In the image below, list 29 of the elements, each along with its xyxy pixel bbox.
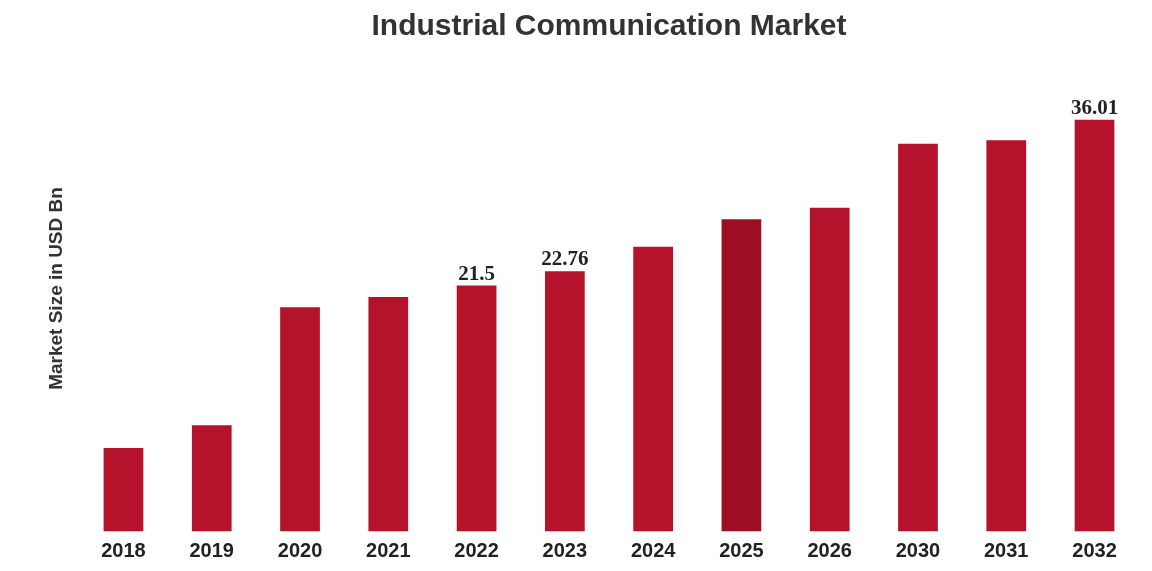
- bar: [633, 246, 673, 532]
- x-tick-label: 2030: [895, 538, 941, 561]
- x-tick-label: 2026: [807, 538, 852, 561]
- chart-title: Industrial Communication Market: [371, 7, 847, 41]
- x-tick-label: 2022: [454, 538, 499, 561]
- bar: [809, 207, 850, 532]
- bar: [986, 140, 1027, 532]
- bar: [368, 297, 409, 532]
- bar: [456, 285, 497, 532]
- bar: [191, 425, 232, 532]
- x-tick-label: 2025: [719, 538, 764, 561]
- bar: [1074, 119, 1115, 532]
- data-label: 22.76: [541, 246, 589, 271]
- x-tick-label: 2021: [366, 538, 411, 561]
- x-tick-label: 2032: [1072, 538, 1117, 561]
- y-axis-title: Market Size in USD Bn: [44, 187, 66, 390]
- data-label: 21.5: [458, 260, 495, 285]
- x-tick-label: 2019: [189, 538, 234, 561]
- x-tick-label: 2024: [630, 538, 677, 561]
- bar: [721, 219, 762, 532]
- bar: [898, 143, 938, 532]
- bar: [280, 307, 320, 532]
- x-tick-label: 2020: [277, 538, 323, 561]
- x-tick-label: 2018: [101, 538, 146, 561]
- bar: [103, 448, 144, 532]
- x-tick-label: 2031: [984, 538, 1029, 561]
- bar: [545, 271, 585, 532]
- data-label: 36.01: [1070, 94, 1119, 119]
- x-tick-label: 2023: [542, 538, 588, 561]
